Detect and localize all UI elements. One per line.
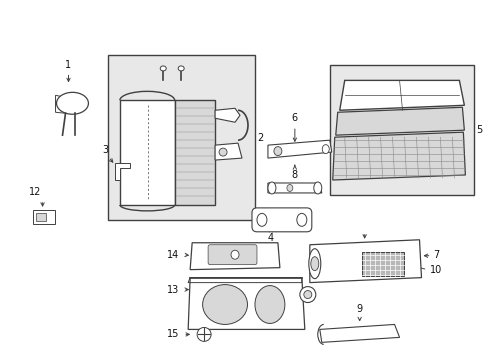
Ellipse shape <box>256 213 266 226</box>
Ellipse shape <box>178 66 184 71</box>
Ellipse shape <box>160 66 166 71</box>
Ellipse shape <box>254 285 285 323</box>
Text: 9: 9 <box>356 305 362 315</box>
Text: 10: 10 <box>429 265 442 275</box>
Bar <box>33 210 55 224</box>
Polygon shape <box>332 132 465 180</box>
Ellipse shape <box>296 213 306 226</box>
Text: 7: 7 <box>432 250 439 260</box>
Polygon shape <box>120 100 175 205</box>
Ellipse shape <box>308 249 320 279</box>
Ellipse shape <box>273 147 281 156</box>
Ellipse shape <box>202 285 247 324</box>
Text: 12: 12 <box>29 187 41 197</box>
Text: 8: 8 <box>291 170 297 180</box>
Text: 15: 15 <box>167 329 179 339</box>
Text: 5: 5 <box>475 125 482 135</box>
Polygon shape <box>339 80 464 110</box>
Polygon shape <box>335 107 464 135</box>
Ellipse shape <box>267 182 275 194</box>
Text: 2: 2 <box>256 133 263 143</box>
Ellipse shape <box>299 287 315 302</box>
Polygon shape <box>319 324 399 342</box>
Bar <box>329 66 473 195</box>
FancyBboxPatch shape <box>208 245 256 265</box>
Ellipse shape <box>230 250 239 259</box>
Text: 13: 13 <box>167 284 179 294</box>
Ellipse shape <box>219 148 226 156</box>
Text: 1: 1 <box>65 60 71 71</box>
Text: 3: 3 <box>102 145 108 155</box>
Text: 11: 11 <box>277 289 289 300</box>
Polygon shape <box>215 108 240 122</box>
Text: 4: 4 <box>267 233 273 243</box>
Polygon shape <box>115 163 130 180</box>
Polygon shape <box>175 100 215 205</box>
Polygon shape <box>267 140 331 158</box>
Ellipse shape <box>57 92 88 114</box>
Polygon shape <box>215 143 242 160</box>
Polygon shape <box>309 240 421 283</box>
Bar <box>361 252 403 276</box>
Polygon shape <box>267 183 321 193</box>
Ellipse shape <box>286 184 292 192</box>
Ellipse shape <box>197 328 211 341</box>
Text: 14: 14 <box>167 250 179 260</box>
Text: 6: 6 <box>291 113 297 123</box>
Ellipse shape <box>303 291 311 298</box>
Ellipse shape <box>322 145 328 154</box>
FancyBboxPatch shape <box>251 208 311 232</box>
Bar <box>108 55 254 220</box>
Polygon shape <box>190 243 279 270</box>
Polygon shape <box>188 278 304 329</box>
Bar <box>36 213 45 221</box>
Polygon shape <box>56 95 65 113</box>
Ellipse shape <box>313 182 321 194</box>
Ellipse shape <box>310 257 318 271</box>
